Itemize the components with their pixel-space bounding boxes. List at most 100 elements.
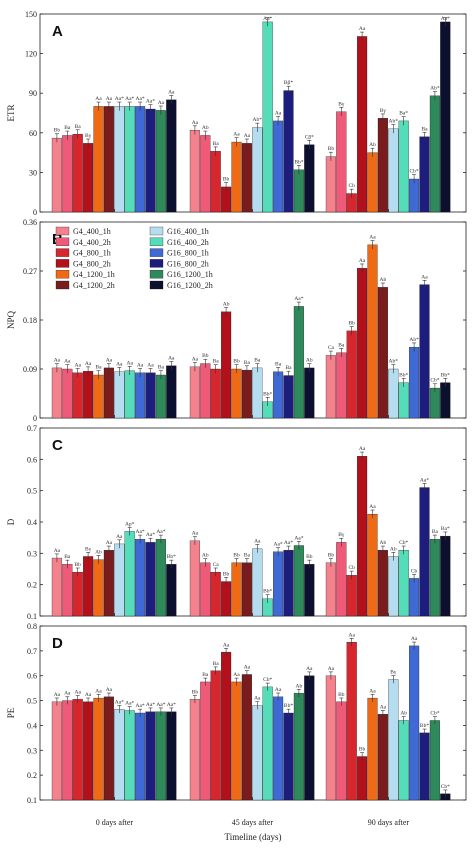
data-label: Aa xyxy=(275,111,282,117)
bar xyxy=(388,128,399,213)
data-label: Ab* xyxy=(430,85,440,91)
data-label: Aa* xyxy=(441,16,450,22)
data-label: Aa xyxy=(95,688,102,694)
data-label: Bb* xyxy=(420,723,429,729)
data-label: Ca xyxy=(328,345,335,351)
bar xyxy=(357,36,368,213)
y-tick-label: 0.1 xyxy=(27,612,37,621)
bar xyxy=(200,681,211,801)
data-label: Bb xyxy=(192,690,199,696)
data-label: Aa xyxy=(54,692,61,698)
data-label: Cb* xyxy=(441,784,450,790)
data-label: Ab xyxy=(296,683,303,689)
data-label: Bb* xyxy=(441,372,450,378)
bar xyxy=(51,367,62,419)
bar xyxy=(210,670,221,801)
bar xyxy=(273,371,284,419)
y-tick-label: 0.09 xyxy=(23,365,37,374)
bar xyxy=(83,143,94,213)
bar xyxy=(231,368,242,419)
data-label: Bb xyxy=(359,747,366,753)
bar xyxy=(283,550,294,617)
bar xyxy=(145,542,156,617)
data-label: Aa xyxy=(359,26,366,32)
data-label: Aa xyxy=(106,687,113,693)
bar xyxy=(325,156,336,213)
bar xyxy=(304,675,315,801)
data-label: Aa xyxy=(64,691,71,697)
bar xyxy=(83,371,94,419)
data-label: Cb xyxy=(348,565,355,571)
data-label: Ba xyxy=(338,342,345,348)
bar xyxy=(155,539,166,617)
bar xyxy=(273,696,284,801)
bar xyxy=(398,550,409,617)
bar xyxy=(145,372,156,419)
legend-entry: G16_400_1h xyxy=(167,227,209,236)
bar xyxy=(200,135,211,213)
bar xyxy=(83,556,94,617)
data-label: Ba xyxy=(213,359,220,365)
data-label: Aa xyxy=(421,274,428,280)
bar xyxy=(336,352,347,419)
bar xyxy=(124,106,135,213)
bar xyxy=(166,365,177,419)
bar xyxy=(367,244,378,419)
bar xyxy=(304,144,315,213)
y-axis-label-A: ETR xyxy=(6,105,16,122)
data-label: Aa xyxy=(223,642,230,648)
data-label: Cb* xyxy=(430,711,439,717)
data-label: Ab xyxy=(223,302,230,308)
data-label: Aa* xyxy=(167,702,176,708)
data-label: Ab xyxy=(390,546,397,552)
data-label: Ab* xyxy=(409,337,419,343)
data-label: Bb* xyxy=(263,391,272,397)
data-label: Bb xyxy=(328,553,335,559)
bar xyxy=(357,268,368,419)
y-tick-label: 0.2 xyxy=(27,771,37,780)
bar xyxy=(273,120,284,213)
legend-swatch xyxy=(55,248,70,257)
y-tick-label: 120 xyxy=(25,50,37,59)
panel-label-A: A xyxy=(52,23,63,40)
legend-swatch xyxy=(149,237,164,246)
bar xyxy=(293,169,304,213)
data-label: Ba* xyxy=(441,526,450,532)
x-tick-label: 0 days after xyxy=(96,818,134,827)
data-label: Aa* xyxy=(146,99,155,105)
bar xyxy=(135,372,146,419)
legend-entry: G16_1200_2h xyxy=(167,281,213,290)
y-axis-label-D: PE xyxy=(6,707,16,718)
y-tick-label: 150 xyxy=(25,10,37,19)
legend-entry: G4_800_2h xyxy=(73,259,111,268)
bar xyxy=(210,151,221,213)
legend-swatch xyxy=(55,237,70,246)
bar xyxy=(388,368,399,419)
legend-swatch xyxy=(149,248,164,257)
bar xyxy=(377,287,388,419)
bar xyxy=(200,562,211,617)
bar xyxy=(103,367,114,419)
data-label: Cb* xyxy=(263,677,272,683)
data-label: Cb* xyxy=(410,169,419,175)
y-tick-label: 0.6 xyxy=(27,455,37,464)
y-tick-label: 0.2 xyxy=(27,581,37,590)
bar xyxy=(336,701,347,801)
y-tick-label: 0.36 xyxy=(23,218,37,227)
legend-entry: G4_800_1h xyxy=(73,249,111,258)
data-label: Aa xyxy=(64,359,71,365)
y-tick-label: 0.7 xyxy=(27,424,37,433)
bar xyxy=(304,367,315,419)
y-tick-label: 0.5 xyxy=(27,697,37,706)
y-tick-label: 30 xyxy=(29,168,37,177)
legend-entry: G4_400_2h xyxy=(73,238,111,247)
data-label: Aa xyxy=(254,696,261,702)
data-label: Bb* xyxy=(167,554,176,560)
bar xyxy=(93,106,104,213)
bar xyxy=(429,539,440,617)
bar xyxy=(93,697,104,801)
y-tick-label: 0.6 xyxy=(27,672,37,681)
bar xyxy=(200,363,211,419)
data-label: Aa xyxy=(275,687,282,693)
